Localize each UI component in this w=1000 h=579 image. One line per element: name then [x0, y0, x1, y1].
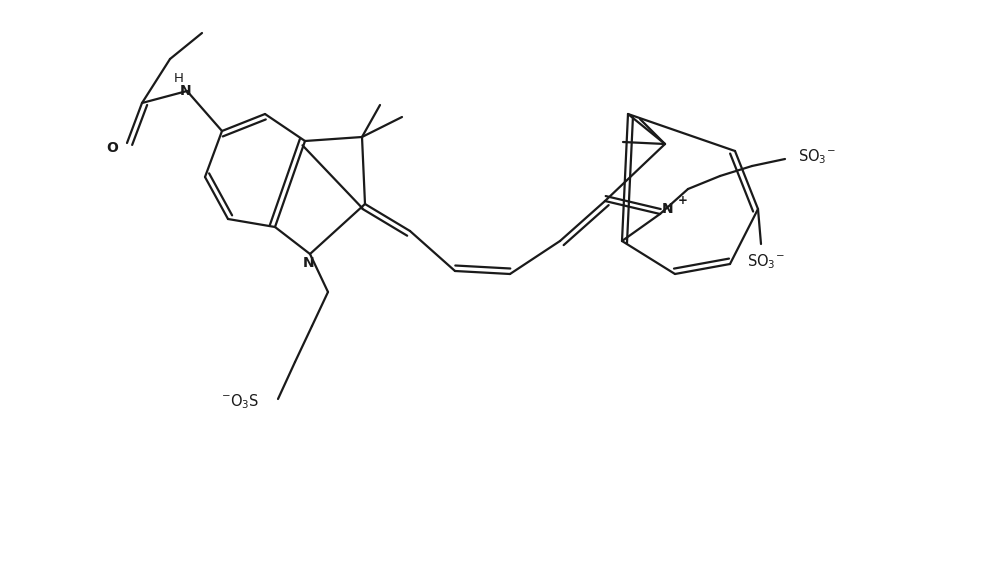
Text: H: H	[174, 71, 184, 85]
Text: N: N	[180, 84, 192, 98]
Text: SO$_3$$^{-}$: SO$_3$$^{-}$	[747, 252, 785, 272]
Text: N: N	[662, 202, 674, 216]
Text: O: O	[106, 141, 118, 155]
Text: +: +	[678, 195, 688, 207]
Text: SO$_3$$^{-}$: SO$_3$$^{-}$	[798, 148, 836, 166]
Text: $^{-}$O$_3$S: $^{-}$O$_3$S	[221, 393, 259, 411]
Text: N: N	[303, 256, 315, 270]
